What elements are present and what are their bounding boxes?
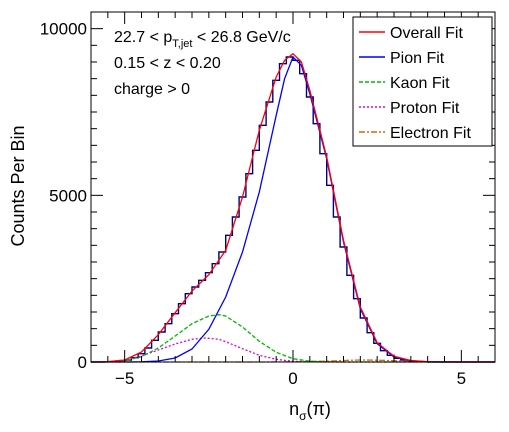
legend: Overall Fit Pion Fit Kaon Fit Proton Fit Ele…: [352, 16, 493, 147]
annotation-pt-pre: 22.7 < p: [114, 29, 172, 46]
series-kaon-fit: [90, 314, 495, 363]
x-tick-label: 5: [457, 369, 466, 388]
x-axis-label-tail: (π): [307, 399, 331, 419]
y-axis-label: Counts Per Bin: [8, 125, 28, 246]
legend-label-overall-fit: Overall Fit: [390, 25, 463, 42]
annotations: 22.7 < pT,jet < 26.8 GeV/c 0.15 < z < 0.…: [114, 29, 291, 98]
legend-label-electron-fit: Electron Fit: [390, 125, 471, 142]
annotation-z-range: 0.15 < z < 0.20: [114, 55, 221, 72]
y-tick-label: 0: [78, 353, 87, 372]
series-data: [91, 56, 495, 363]
x-axis-label: nσ(π): [289, 399, 331, 423]
y-tick-label: 10000: [40, 20, 87, 39]
x-tick-label: 0: [288, 369, 297, 388]
x-tick-label: −5: [115, 369, 134, 388]
x-axis-label-main: n: [289, 399, 299, 419]
x-axis-label-sub: σ: [299, 409, 307, 423]
legend-box: [352, 16, 493, 147]
axis-ticks: −5 0 5 0 5000 10000: [40, 11, 496, 388]
annotation-pt-sub: T,jet: [172, 38, 192, 50]
annotation-charge: charge > 0: [114, 81, 190, 98]
legend-label-pion-fit: Pion Fit: [390, 50, 445, 67]
series-overall-fit: [90, 52, 495, 363]
y-tick-label: 5000: [49, 186, 87, 205]
legend-label-kaon-fit: Kaon Fit: [390, 75, 450, 92]
legend-label-proton-fit: Proton Fit: [390, 100, 460, 117]
annotation-pt-range: 22.7 < pT,jet < 26.8 GeV/c: [114, 29, 291, 50]
annotation-pt-post: < 26.8 GeV/c: [192, 29, 290, 46]
